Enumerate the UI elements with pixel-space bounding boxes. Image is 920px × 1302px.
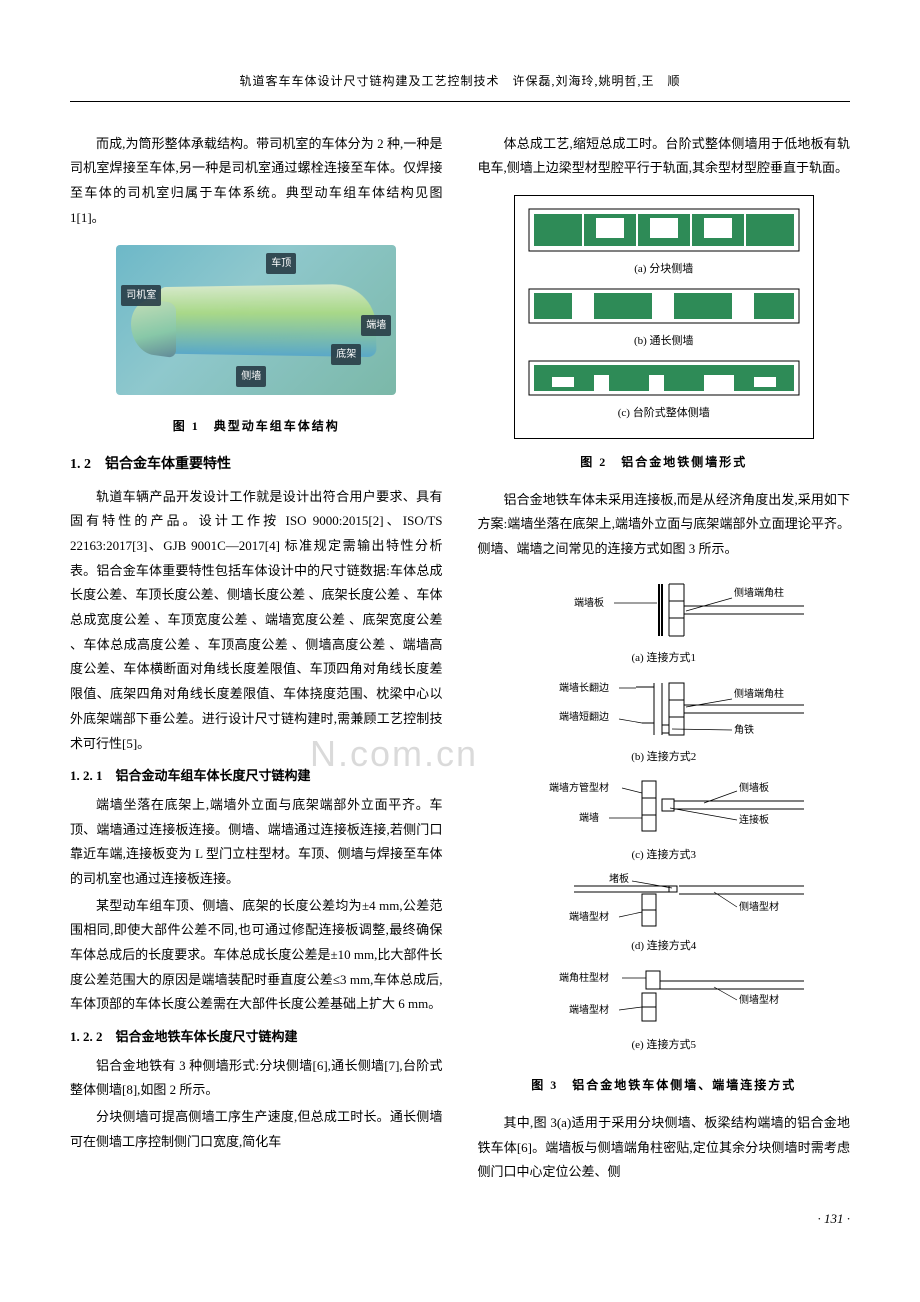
figure-3: 端墙板 侧墙端角柱 (a) 连接方式1 <box>478 576 851 1062</box>
section-1-2-2-title: 1. 2. 2 铝合金地铁车体长度尺寸链构建 <box>70 1025 443 1050</box>
section-1-2-1-title: 1. 2. 1 铝合金动车组车体长度尺寸链构建 <box>70 764 443 789</box>
svg-text:端墙长翻边: 端墙长翻边 <box>559 681 609 694</box>
svg-text:堵板: 堵板 <box>609 872 629 885</box>
fig2-a-label: (a) 分块侧墙 <box>521 259 807 280</box>
fig2-a-svg <box>524 204 804 256</box>
fig3-e-svg: 端角柱型材 端墙型材 侧墙型材 <box>514 963 814 1033</box>
fig2-caption: 图 2 铝合金地铁侧墙形式 <box>478 451 851 474</box>
fig3-e-label: (e) 连接方式5 <box>509 1035 819 1056</box>
svg-text:侧墙端角柱: 侧墙端角柱 <box>734 586 784 599</box>
svg-text:侧墙型材: 侧墙型材 <box>739 993 779 1006</box>
svg-text:侧墙板: 侧墙板 <box>739 781 769 794</box>
fig1-cab-label: 司机室 <box>121 285 161 306</box>
fig3-c-label: (c) 连接方式3 <box>509 845 819 866</box>
fig3-b-svg: 端墙长翻边 端墙短翻边 侧墙端角柱 角铁 <box>514 675 814 745</box>
fig3-a-label: (a) 连接方式1 <box>509 648 819 669</box>
page-header: 轨道客车车体设计尺寸链构建及工艺控制技术 许保磊,刘海玲,姚明哲,王 顺 <box>70 70 850 102</box>
svg-text:端墙短翻边: 端墙短翻边 <box>559 710 609 723</box>
fig3-b-label: (b) 连接方式2 <box>509 747 819 768</box>
fig2-c-svg <box>524 358 804 400</box>
content-columns: 而成,为筒形整体承载结构。带司机室的车体分为 2 种,一种是司机室焊接至车体,另… <box>70 132 850 1187</box>
figure-1: 车顶 司机室 端墙 底架 侧墙 <box>70 245 443 404</box>
fig1-chassis-label: 底架 <box>331 344 361 365</box>
para: 体总成工艺,缩短总成工时。台阶式整体侧墙用于低地板有轨电车,侧墙上边梁型材型腔平… <box>478 132 851 181</box>
para: 其中,图 3(a)适用于采用分块侧墙、板梁结构端墙的铝合金地铁车体[6]。端墙板… <box>478 1111 851 1185</box>
svg-text:端墙型材: 端墙型材 <box>569 1003 609 1016</box>
fig2-b-label: (b) 通长侧墙 <box>521 331 807 352</box>
svg-text:端角柱型材: 端角柱型材 <box>559 971 609 984</box>
fig3-a-svg: 端墙板 侧墙端角柱 <box>514 576 814 646</box>
fig3-d-svg: 堵板 端墙型材 侧墙型材 <box>514 872 814 934</box>
svg-text:侧墙型材: 侧墙型材 <box>739 900 779 913</box>
svg-text:端墙板: 端墙板 <box>574 596 604 609</box>
left-column: 而成,为筒形整体承载结构。带司机室的车体分为 2 种,一种是司机室焊接至车体,另… <box>70 132 443 1187</box>
fig1-side-label: 侧墙 <box>236 366 266 387</box>
fig3-d-label: (d) 连接方式4 <box>509 936 819 957</box>
right-column: 体总成工艺,缩短总成工时。台阶式整体侧墙用于低地板有轨电车,侧墙上边梁型材型腔平… <box>478 132 851 1187</box>
fig1-caption: 图 1 典型动车组车体结构 <box>70 415 443 438</box>
para: 而成,为筒形整体承载结构。带司机室的车体分为 2 种,一种是司机室焊接至车体,另… <box>70 132 443 231</box>
para: 铝合金地铁有 3 种侧墙形式:分块侧墙[6],通长侧墙[7],台阶式整体侧墙[8… <box>70 1054 443 1103</box>
page-number: · 131 · <box>70 1207 850 1232</box>
fig1-end-label: 端墙 <box>361 315 391 336</box>
figure-2: (a) 分块侧墙 (b) 通长侧墙 <box>478 195 851 439</box>
para: 铝合金地铁车体未采用连接板,而是从经济角度出发,采用如下方案:端墙坐落在底架上,… <box>478 488 851 562</box>
fig3-caption: 图 3 铝合金地铁车体侧墙、端墙连接方式 <box>478 1074 851 1097</box>
para: 分块侧墙可提高侧墙工序生产速度,但总成工时长。通长侧墙可在侧墙工序控制侧门口宽度… <box>70 1105 443 1154</box>
svg-text:连接板: 连接板 <box>739 813 769 826</box>
svg-text:角铁: 角铁 <box>734 723 754 736</box>
svg-text:端墙: 端墙 <box>579 811 599 824</box>
para: 轨道车辆产品开发设计工作就是设计出符合用户要求、具有固有特性的产品。设计工作按 … <box>70 485 443 757</box>
fig1-roof-label: 车顶 <box>266 253 296 274</box>
section-1-2-title: 1. 2 铝合金车体重要特性 <box>70 452 443 479</box>
para: 端墙坐落在底架上,端墙外立面与底架端部外立面平齐。车顶、端墙通过连接板连接。侧墙… <box>70 793 443 892</box>
fig2-c-label: (c) 台阶式整体侧墙 <box>521 403 807 424</box>
fig2-b-svg <box>524 286 804 328</box>
svg-text:端墙型材: 端墙型材 <box>569 910 609 923</box>
svg-text:侧墙端角柱: 侧墙端角柱 <box>734 687 784 700</box>
fig3-c-svg: 端墙方管型材 端墙 侧墙板 连接板 <box>514 773 814 843</box>
para: 某型动车组车顶、侧墙、底架的长度公差均为±4 mm,公差范围相同,即使大部件公差… <box>70 894 443 1017</box>
svg-text:端墙方管型材: 端墙方管型材 <box>549 781 609 794</box>
